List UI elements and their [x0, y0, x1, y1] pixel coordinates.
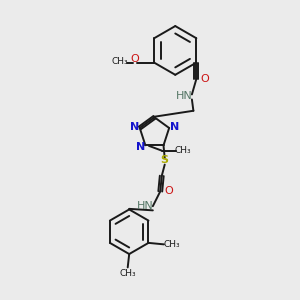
Text: N: N — [136, 142, 145, 152]
Text: CH₃: CH₃ — [112, 57, 128, 66]
Text: CH₃: CH₃ — [164, 240, 180, 249]
Text: N: N — [170, 122, 179, 132]
Text: CH₃: CH₃ — [119, 269, 136, 278]
Text: O: O — [131, 54, 140, 64]
Text: O: O — [164, 186, 173, 196]
Text: CH₃: CH₃ — [174, 146, 191, 155]
Text: N: N — [130, 122, 139, 132]
Text: HN: HN — [136, 201, 153, 211]
Text: S: S — [161, 155, 169, 165]
Text: O: O — [200, 74, 209, 84]
Text: HN: HN — [176, 91, 193, 101]
